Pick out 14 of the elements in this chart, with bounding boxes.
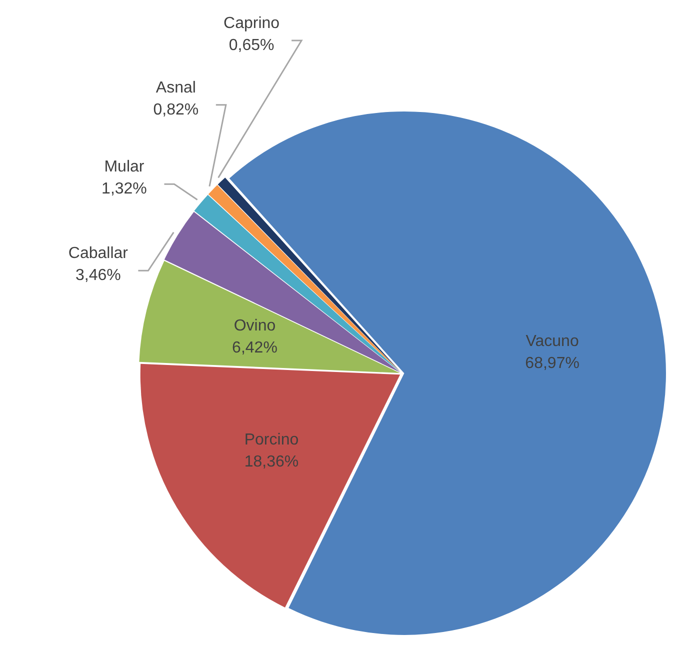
slice-label: Porcino — [244, 431, 299, 448]
data-label: 6,42% — [232, 339, 278, 356]
slice-label: Caballar — [68, 245, 129, 262]
slice-label: Vacuno — [526, 333, 579, 350]
slice-label: Asnal — [156, 79, 196, 96]
data-label: 68,97% — [525, 355, 580, 372]
data-label: 18,36% — [244, 453, 299, 470]
slice-label: Ovino — [234, 317, 276, 334]
data-label: 1,32% — [102, 180, 147, 198]
data-label: 3,46% — [76, 267, 121, 284]
slice-label: Caprino — [224, 14, 280, 32]
data-label: 0,65% — [228, 36, 274, 54]
data-label: 0,82% — [153, 101, 199, 118]
slice-label: Mular — [104, 158, 145, 176]
